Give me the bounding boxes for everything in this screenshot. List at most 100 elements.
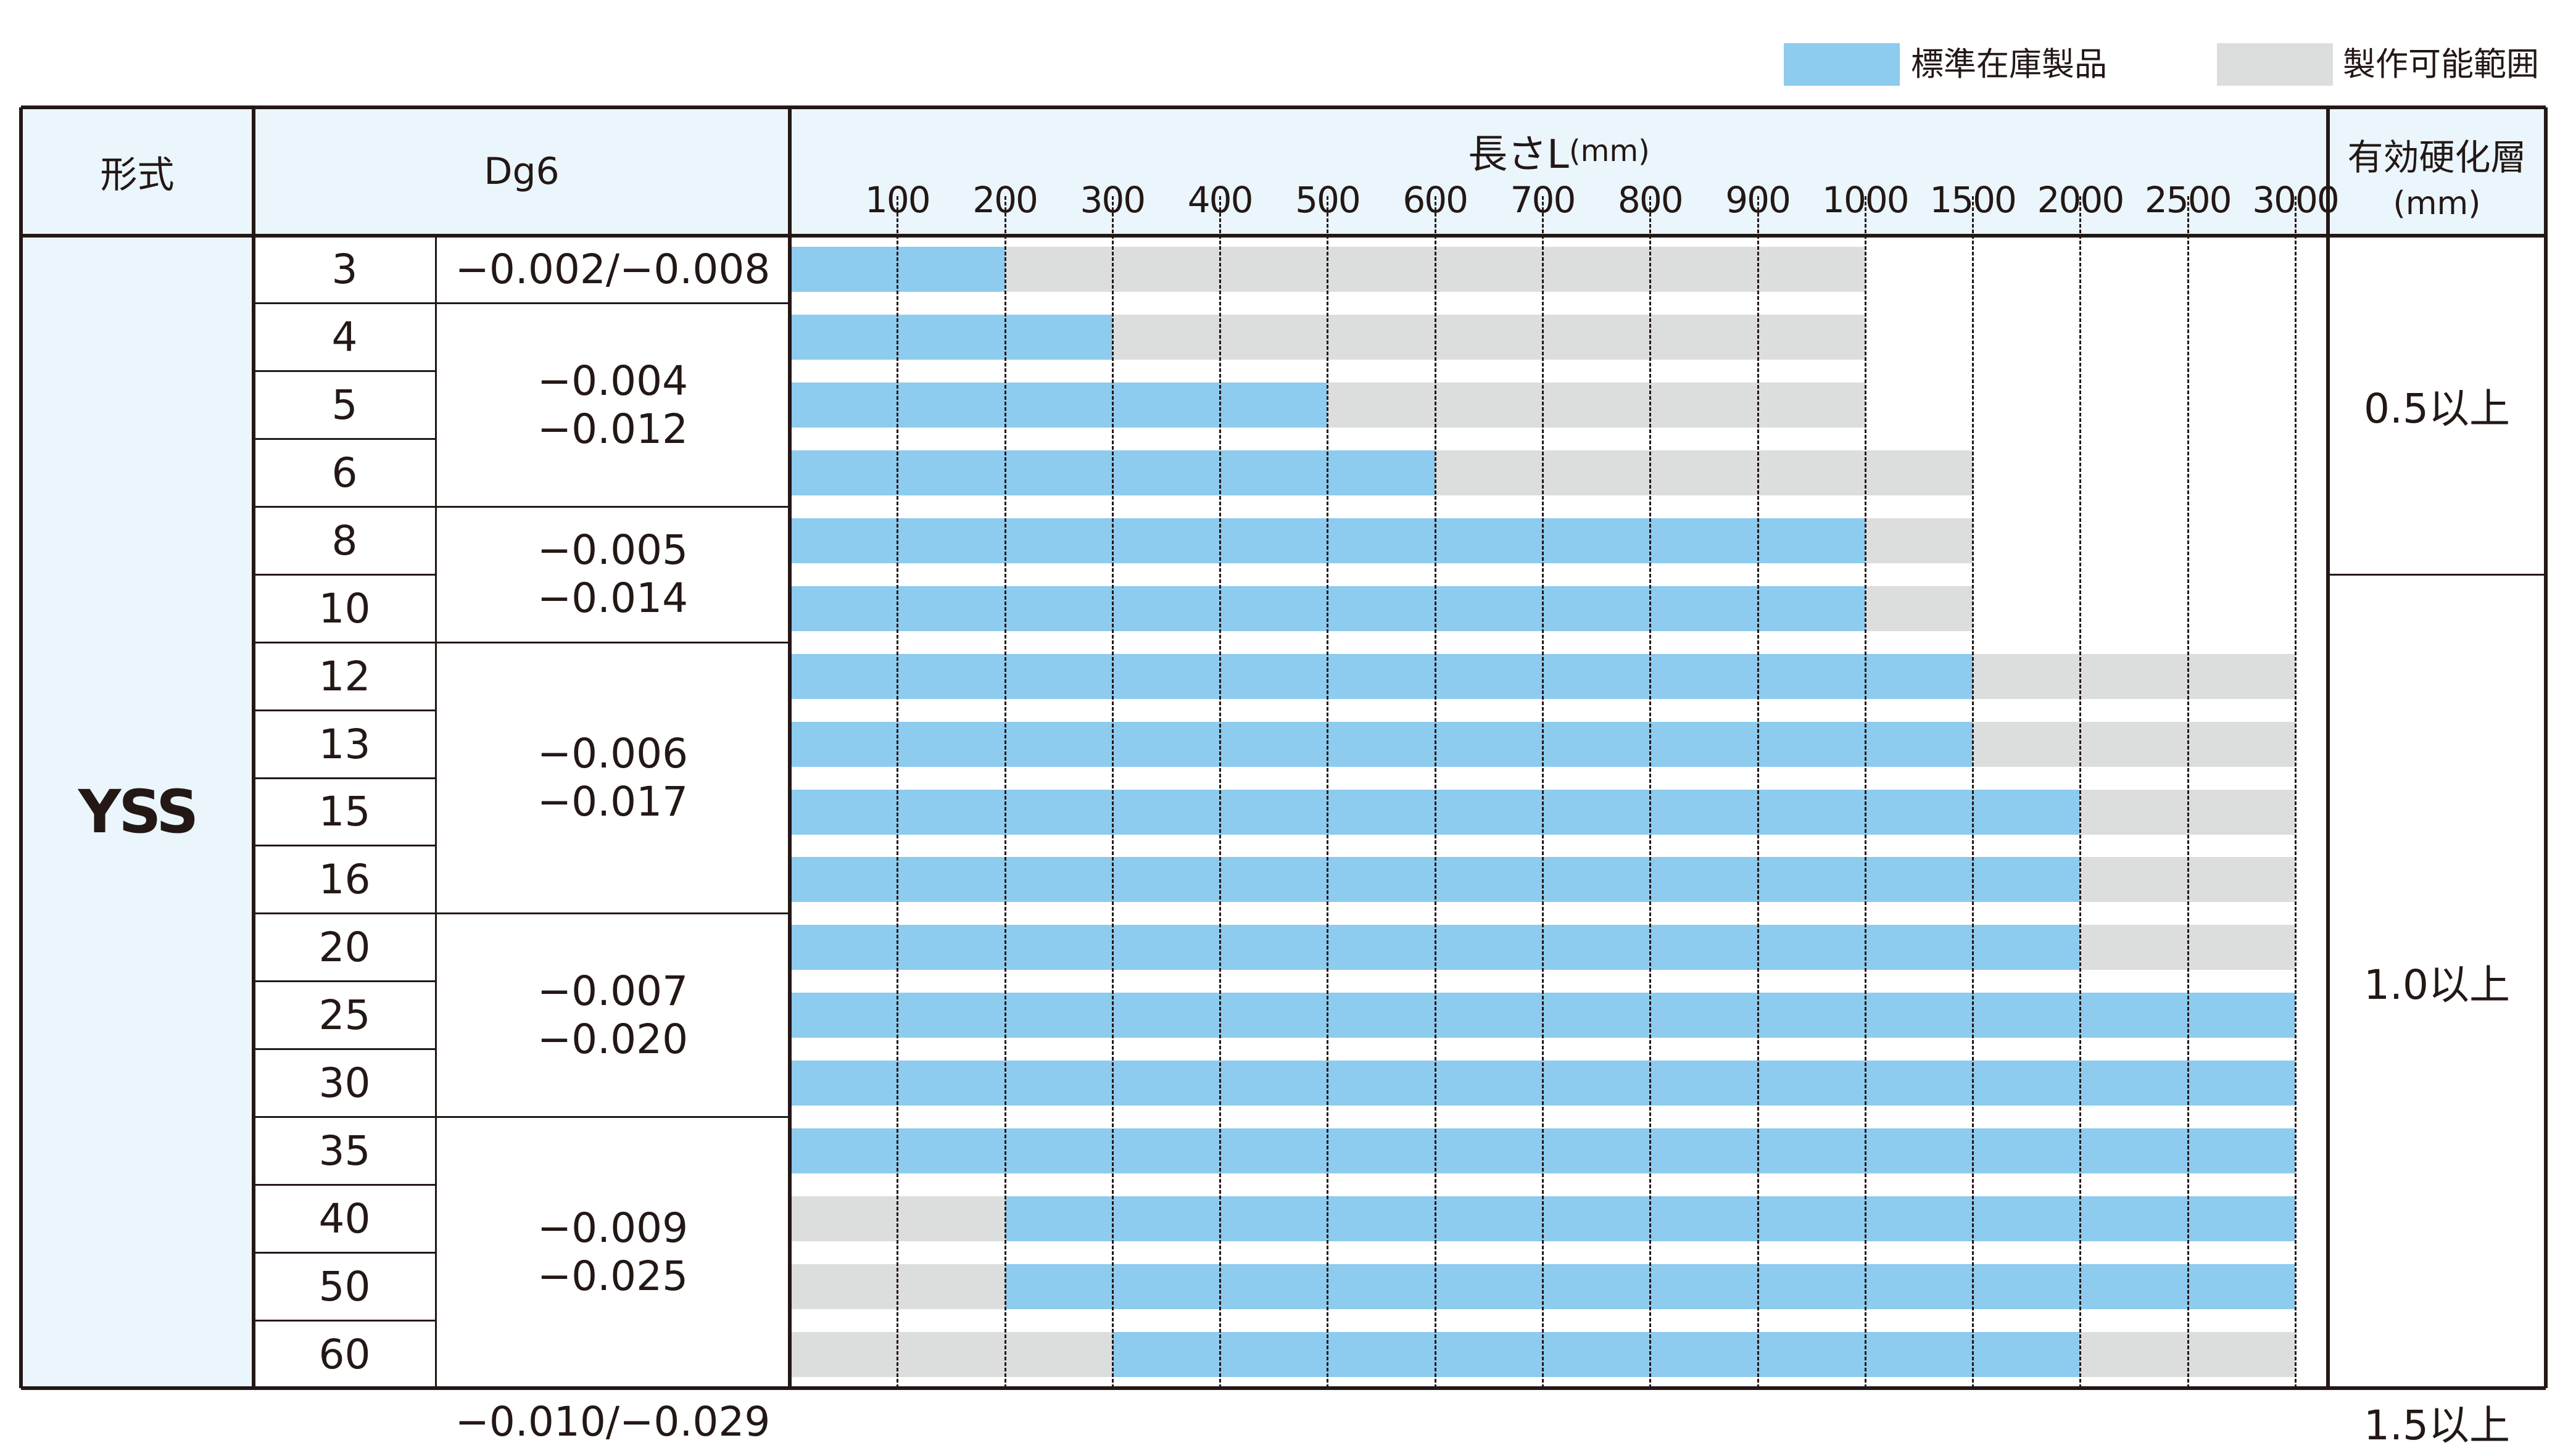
tolerance-value: −0.006 <box>537 730 689 778</box>
legend-label-possible: 製作可能範囲 <box>2343 46 2539 83</box>
tolerance-group-line <box>436 302 790 305</box>
diameter-row-line <box>254 709 436 711</box>
diameter-row-line <box>254 641 436 643</box>
length-header-unit: (mm) <box>1568 134 1650 168</box>
bar-possible-d12 <box>1973 653 2295 699</box>
length-tick-600: 600 <box>1402 179 1468 221</box>
table-right-border <box>2544 107 2548 1388</box>
gridline-3000 <box>2295 196 2297 1388</box>
diameter-cell: 35 <box>318 1127 371 1175</box>
table-left-border <box>19 107 23 1388</box>
length-tick-100: 100 <box>864 179 931 221</box>
gridline-900 <box>1757 196 1759 1388</box>
tolerance-cell: −0.004 −0.012 <box>436 304 790 507</box>
gridline-2500 <box>2187 196 2189 1388</box>
diameter-row-line <box>254 777 436 779</box>
type-header: 形式 <box>100 153 175 197</box>
hardened-layer-value: 1.0以上 <box>2364 961 2510 1009</box>
diameter-cell: 8 <box>331 516 358 565</box>
column-divider-length <box>2326 107 2330 1388</box>
tolerance-cell: −0.002/−0.008 <box>436 236 790 304</box>
gridline-1500 <box>1972 196 1974 1388</box>
length-tick-1000: 1000 <box>1822 179 1910 221</box>
diameter-row-line <box>254 1048 436 1051</box>
tolerance-value: −0.002/−0.008 <box>455 245 771 293</box>
length-tick-2500: 2500 <box>2144 179 2232 221</box>
tolerance-cell: −0.009 −0.025 <box>436 1117 790 1388</box>
length-tick-2000: 2000 <box>2037 179 2125 221</box>
column-divider-diameter <box>434 236 437 1388</box>
diameter-row-line <box>254 1115 436 1118</box>
hardened-group-line <box>2328 573 2546 576</box>
legend-swatch-standard <box>1784 43 1900 86</box>
gridline-100 <box>897 196 899 1388</box>
diameter-cell: 30 <box>318 1059 371 1107</box>
tolerance-value: −0.009 <box>537 1204 689 1252</box>
tolerance-value: −0.004 <box>537 357 689 405</box>
tolerance-cell: −0.005 −0.014 <box>436 507 790 643</box>
tolerance-value: −0.025 <box>537 1252 689 1301</box>
diameter-cell: 12 <box>318 652 371 700</box>
diameter-row-line <box>254 980 436 983</box>
length-tick-400: 400 <box>1187 179 1254 221</box>
tolerance-group-line <box>436 912 790 915</box>
tolerance-group-line <box>436 1387 790 1389</box>
gridline-1000 <box>1864 196 1866 1388</box>
hardened-layer-value: 1.5以上 <box>2364 1401 2510 1449</box>
type-value: YSS <box>78 777 199 846</box>
length-header: 長さL (mm) <box>790 126 2328 178</box>
tolerance-group-line <box>436 641 790 643</box>
hardened-header-label: 有効硬化層 <box>2347 136 2527 178</box>
bar-standard-d12 <box>790 653 1973 699</box>
length-tick-3000: 3000 <box>2252 179 2340 221</box>
tolerance-header: Dg6 <box>484 150 560 193</box>
diameter-row-line <box>254 1319 436 1322</box>
diameter-row-line <box>254 506 436 508</box>
bar-possible-d60 <box>790 1331 1112 1377</box>
bar-possible-d10 <box>1865 585 1973 631</box>
header-bottom-border <box>21 234 2546 238</box>
length-tick-1500: 1500 <box>1929 179 2017 221</box>
gridline-300 <box>1111 196 1114 1388</box>
tolerance-cell: −0.006 −0.017 <box>436 642 790 914</box>
diameter-row-line <box>254 912 436 915</box>
diameter-cell: 60 <box>318 1330 371 1378</box>
diameter-cell: 40 <box>318 1194 371 1243</box>
tolerance-value: −0.020 <box>537 1015 689 1063</box>
tolerance-group-line <box>436 1115 790 1118</box>
tolerance-value: −0.017 <box>537 778 689 826</box>
tolerance-group-line <box>436 506 790 508</box>
diameter-cell: 6 <box>331 449 358 497</box>
length-tick-700: 700 <box>1510 179 1576 221</box>
diameter-cell: 50 <box>318 1262 371 1310</box>
tolerance-value: −0.005 <box>537 526 689 574</box>
bar-possible-d4 <box>1112 315 1865 360</box>
bar-standard-d13 <box>790 721 1973 767</box>
gridline-400 <box>1219 196 1222 1388</box>
diameter-cell: 15 <box>318 788 371 836</box>
hardened-layer-value: 0.5以上 <box>2364 384 2510 432</box>
gridline-500 <box>1327 196 1329 1388</box>
tolerance-value: −0.012 <box>537 405 689 453</box>
hardened-header-unit: (mm) <box>2393 185 2481 222</box>
tolerance-cell: −0.010/−0.029 <box>436 1388 790 1456</box>
column-divider-type <box>252 107 255 1388</box>
length-tick-800: 800 <box>1617 179 1684 221</box>
tolerance-value: −0.014 <box>537 574 689 623</box>
gridline-200 <box>1004 196 1006 1388</box>
hardened-group-line <box>2328 1387 2546 1389</box>
type-column-background <box>21 236 254 1388</box>
length-tick-300: 300 <box>1080 179 1146 221</box>
diameter-cell: 25 <box>318 991 371 1040</box>
table-bottom-border <box>21 1386 2546 1390</box>
bar-possible-d6 <box>1435 450 1973 496</box>
length-tick-900: 900 <box>1725 179 1791 221</box>
diameter-row-line <box>254 302 436 305</box>
diameter-row-line <box>254 1183 436 1186</box>
diameter-cell: 20 <box>318 924 371 972</box>
bar-standard-d4 <box>790 315 1112 360</box>
legend-swatch-possible <box>2217 43 2333 86</box>
diameter-row-line <box>254 845 436 847</box>
gridline-600 <box>1434 196 1436 1388</box>
tolerance-value: −0.010/−0.029 <box>455 1397 771 1446</box>
